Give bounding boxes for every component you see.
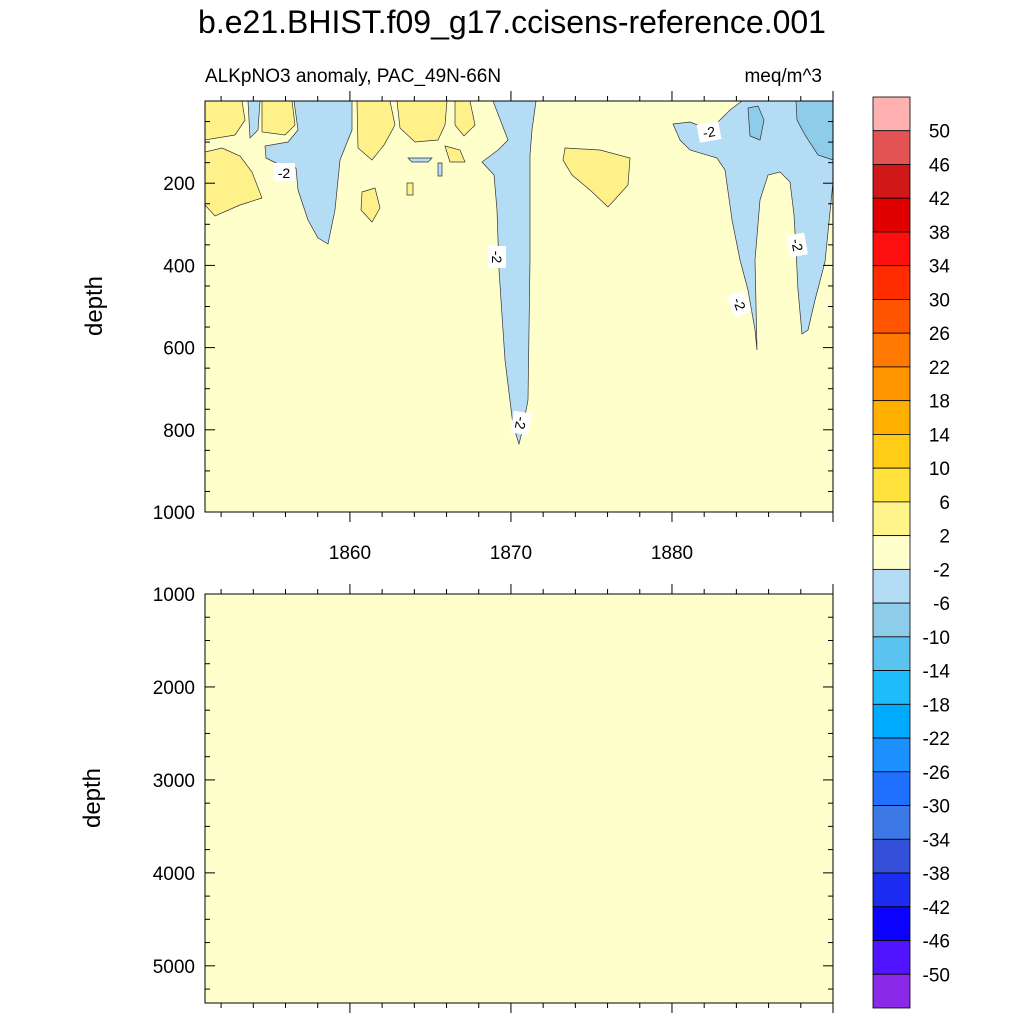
colorbar-swatch [872, 670, 911, 705]
colorbar-label: 30 [929, 290, 950, 311]
colorbar-swatch [872, 940, 911, 975]
colorbar-label: 18 [929, 392, 950, 413]
x-tick-label: 1880 [651, 543, 693, 564]
x-tick-label: 1860 [329, 543, 371, 564]
upper-subtitle-left: ALKpNO3 anomaly, PAC_49N-66N [205, 66, 501, 87]
positive-region [406, 182, 414, 196]
colorbar-label: -34 [923, 830, 951, 851]
y-tick-label: 400 [163, 256, 195, 277]
colorbar-label: 26 [929, 324, 950, 345]
colorbar-swatch [872, 366, 911, 402]
negative-region [437, 162, 443, 177]
colorbar-swatch [872, 838, 911, 874]
lower-plot-background [204, 593, 834, 1004]
upper-subtitle-right: meq/m^3 [744, 66, 822, 87]
colorbar-swatch [872, 906, 911, 941]
colorbar-swatch [872, 265, 911, 300]
y-tick-label: 800 [163, 421, 195, 442]
colorbar-label: -50 [923, 965, 950, 986]
colorbar-label: 14 [929, 425, 951, 446]
y-tick-label: 2000 [153, 678, 195, 699]
colorbar-swatch [872, 703, 911, 739]
contour-label: -2 [278, 165, 291, 181]
upper-axis-ticks: 200 400 600 800 1000 1860 1870 1880 [153, 91, 834, 564]
colorbar-label: -30 [923, 797, 950, 818]
colorbar-label: 42 [929, 189, 950, 210]
y-tick-label: 4000 [153, 864, 195, 885]
colorbar-swatch [872, 737, 911, 773]
lower-axis-ticks: 1000 2000 3000 4000 5000 [153, 584, 834, 1013]
upper-panel: ALKpNO3 anomaly, PAC_49N-66N meq/m^3 [81, 66, 834, 564]
colorbar-label: -6 [933, 594, 950, 615]
colorbar-label: 22 [929, 358, 950, 379]
colorbar-label: -46 [923, 932, 950, 953]
colorbar-label: -22 [923, 729, 950, 750]
upper-positive-contours [204, 100, 631, 223]
colorbar-label: -14 [923, 662, 951, 683]
negative-region [407, 157, 433, 163]
colorbar-label: 34 [929, 257, 951, 278]
chart-title: b.e21.BHIST.f09_g17.ccisens-reference.00… [198, 4, 826, 40]
upper-negative-contours [247, 100, 834, 446]
colorbar-swatch [872, 434, 911, 469]
colorbar-swatch [872, 872, 911, 908]
colorbar-label: -2 [933, 560, 950, 581]
colorbar-swatch [872, 400, 911, 435]
y-tick-label: 1000 [153, 585, 195, 606]
y-tick-label: 600 [163, 339, 195, 360]
colorbar-swatch [872, 197, 911, 233]
colorbar-label: 38 [929, 223, 950, 244]
colorbar-swatch [872, 805, 911, 840]
lower-ylabel: depth [79, 768, 106, 828]
colorbar-swatch [872, 467, 911, 503]
y-tick-label: 200 [163, 174, 195, 195]
positive-region [562, 147, 631, 208]
contour-label: -2 [701, 123, 716, 141]
colorbar-swatch [872, 602, 911, 638]
colorbar-swatch [872, 299, 911, 334]
colorbar-label: 6 [939, 493, 950, 514]
contour-label: -2 [730, 295, 749, 312]
positive-region [204, 147, 263, 217]
contour-label: -2 [512, 415, 530, 430]
colorbar-label: 10 [929, 459, 950, 480]
positive-region [360, 187, 381, 223]
colorbar-label: -10 [923, 628, 950, 649]
colorbar-label: -18 [923, 695, 950, 716]
colorbar-label: 46 [929, 155, 950, 176]
positive-region [444, 145, 466, 163]
colorbar-label: -26 [923, 763, 950, 784]
upper-strong-negative [747, 100, 834, 161]
contour-label: -2 [788, 237, 806, 252]
colorbar-swatch [872, 96, 911, 132]
x-tick-label: 1870 [490, 543, 532, 564]
y-tick-label: 3000 [153, 771, 195, 792]
colorbar-swatch [872, 568, 911, 604]
colorbar-label: 50 [929, 122, 950, 143]
colorbar-label: 2 [939, 527, 950, 548]
colorbar-label: -38 [923, 864, 950, 885]
colorbar-swatch [872, 501, 911, 537]
y-tick-label: 1000 [153, 503, 195, 524]
y-tick-label: 5000 [153, 957, 195, 978]
contour-labels: -2 -2 -2 -2 -2 -2 [273, 121, 808, 436]
colorbar-label: -42 [923, 898, 950, 919]
colorbar-swatch [872, 231, 911, 267]
colorbar-swatch [872, 332, 911, 368]
colorbar-swatch [872, 130, 911, 165]
colorbar-swatch [872, 973, 911, 1009]
positive-region [261, 100, 296, 136]
colorbar: 50 46 42 38 34 30 26 22 18 14 10 6 2 -2 -6 -10 -14 -18 -22… [872, 96, 951, 1009]
strong-negative-region [747, 105, 765, 141]
negative-region [264, 100, 353, 245]
colorbar-swatch [872, 535, 911, 570]
colorbar-swatch [872, 164, 911, 199]
upper-ylabel: depth [81, 276, 108, 336]
contour-label: -2 [489, 251, 505, 264]
lower-panel: 1000 2000 3000 4000 5000 depth [79, 584, 834, 1013]
colorbar-swatch [872, 636, 911, 671]
colorbar-swatch [872, 771, 911, 806]
